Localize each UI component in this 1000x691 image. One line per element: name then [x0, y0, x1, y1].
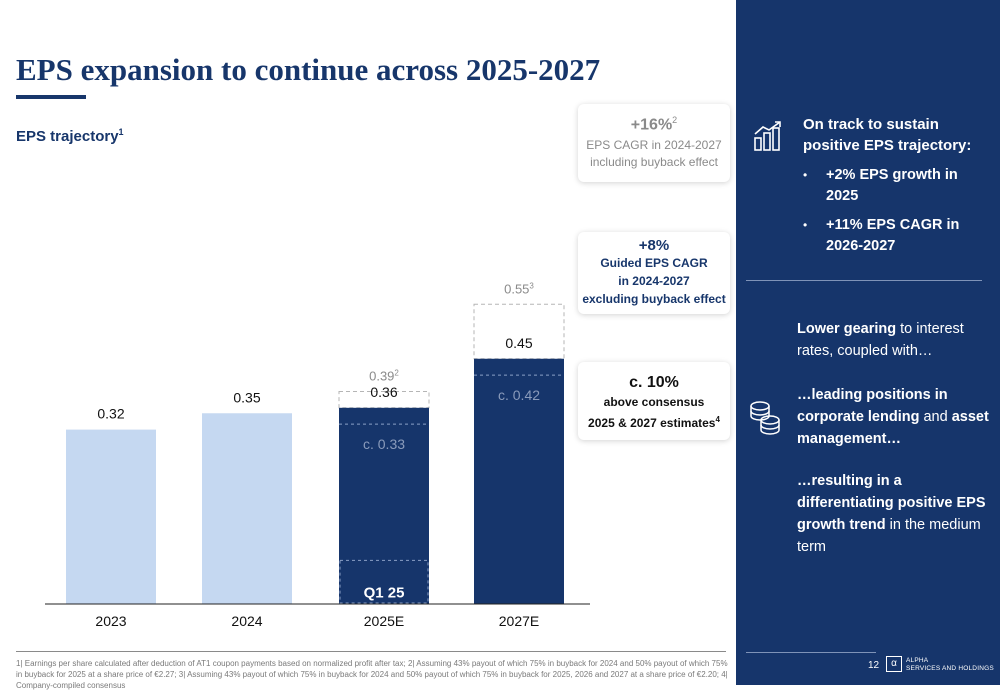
para3-bold: …resulting in a differentiating positive…: [797, 473, 986, 533]
bar-value-label: 0.36: [370, 384, 397, 400]
q1-segment-label: Q1 25: [364, 584, 405, 601]
upside-label: 0.553: [504, 281, 534, 296]
panel-bullets: +2% EPS growth in 2025 +11% EPS CAGR in …: [803, 165, 993, 265]
right-panel: On track to sustain positive EPS traject…: [736, 0, 1000, 685]
coins-icon: [750, 401, 780, 435]
upside-label: 0.392: [369, 368, 399, 383]
x-tick-label: 2027E: [499, 613, 539, 629]
growth-chart-icon: [754, 121, 781, 151]
c3-value: c. 10%: [629, 374, 679, 391]
eps-bar-chart: 0.392 0.553 0.32 0.35 0.36 0.45 c. 0.33 c. 0.42…: [45, 281, 590, 629]
c2-line2: in 2024-2027: [618, 274, 690, 288]
panel-para-gearing: Lower gearing to interest rates, coupled…: [797, 318, 992, 362]
bar-value-label: 0.45: [505, 335, 532, 351]
page-title: EPS expansion to continue across 2025-20…: [16, 52, 601, 87]
bar-value-label: 0.32: [97, 406, 124, 422]
x-tick-label: 2023: [95, 613, 126, 629]
bar: [202, 413, 292, 604]
footnote: 1| Earnings per share calculated after d…: [16, 659, 728, 690]
c2-line3: excluding buyback effect: [582, 292, 726, 306]
page-number: 12: [868, 660, 880, 671]
company-logo-text: ALPHA SERVICES AND HOLDINGS: [906, 657, 994, 673]
panel-bullet: +2% EPS growth in 2025: [803, 165, 993, 207]
c1-line1: EPS CAGR in 2024-2027: [586, 138, 722, 153]
panel-divider: [746, 280, 982, 281]
q1-segment: [339, 559, 429, 604]
c3-footnote-ref: 4: [715, 415, 720, 424]
callout-guided-cagr: +8% Guided EPS CAGR in 2024-2027 excludi…: [578, 232, 730, 314]
x-tick-label: 2025E: [364, 613, 404, 629]
c1-footnote-ref: 2: [672, 115, 678, 125]
x-tick-label: 2024: [231, 613, 262, 629]
callout-cagr-incl-buyback: +16%2 EPS CAGR in 2024-2027 including bu…: [578, 104, 730, 182]
bar-value-label: 0.35: [233, 389, 260, 405]
logo-line1: ALPHA: [906, 657, 929, 664]
bar: [339, 407, 429, 604]
panel-bullet: +11% EPS CAGR in 2026-2027: [803, 215, 993, 257]
chart-subtitle-text: EPS trajectory: [16, 128, 119, 145]
para1-bold: Lower gearing: [797, 321, 897, 337]
panel-para-result: …resulting in a differentiating positive…: [797, 470, 992, 558]
alpha-logo-icon: α: [886, 656, 902, 672]
para1-rest: to interest rates, coupled with…: [797, 321, 964, 359]
c3-line1: above consensus: [603, 395, 705, 409]
inner-level-label: c. 0.33: [363, 436, 405, 452]
upside-bar-outline: [338, 390, 430, 409]
para2-bold2: asset management…: [797, 409, 989, 447]
c3-line2-wrap: 2025 & 2027 estimates4: [578, 411, 730, 432]
inner-level-label: c. 0.42: [498, 387, 540, 403]
para3-rest: in the medium term: [797, 517, 981, 555]
bar: [474, 358, 564, 604]
para2-mid: and: [919, 409, 952, 425]
para2-bold1: …leading positions in corporate lending: [797, 387, 948, 425]
panel-footer-divider: [746, 652, 876, 653]
chart-subtitle-footnote-ref: 1: [118, 127, 124, 137]
title-underline: [16, 95, 86, 99]
panel-para-positions: …leading positions in corporate lending …: [797, 384, 992, 450]
logo-line2: SERVICES AND HOLDINGS: [906, 665, 994, 672]
bar: [66, 429, 156, 604]
callout-cagr-incl-buyback-value: +16%2: [578, 115, 730, 134]
c1-line2: including buyback effect: [590, 155, 718, 170]
panel-heading: On track to sustain positive EPS traject…: [803, 116, 972, 154]
c1-value: +16%: [630, 116, 673, 134]
footnote-divider: [16, 651, 726, 652]
c2-line1: Guided EPS CAGR: [600, 256, 708, 270]
c3-line2: 2025 & 2027 estimates: [588, 416, 716, 430]
chart-subtitle: EPS trajectory1: [16, 127, 124, 145]
callout-above-consensus: c. 10% above consensus 2025 & 2027 estim…: [578, 362, 730, 440]
c2-value: +8%: [638, 237, 670, 254]
